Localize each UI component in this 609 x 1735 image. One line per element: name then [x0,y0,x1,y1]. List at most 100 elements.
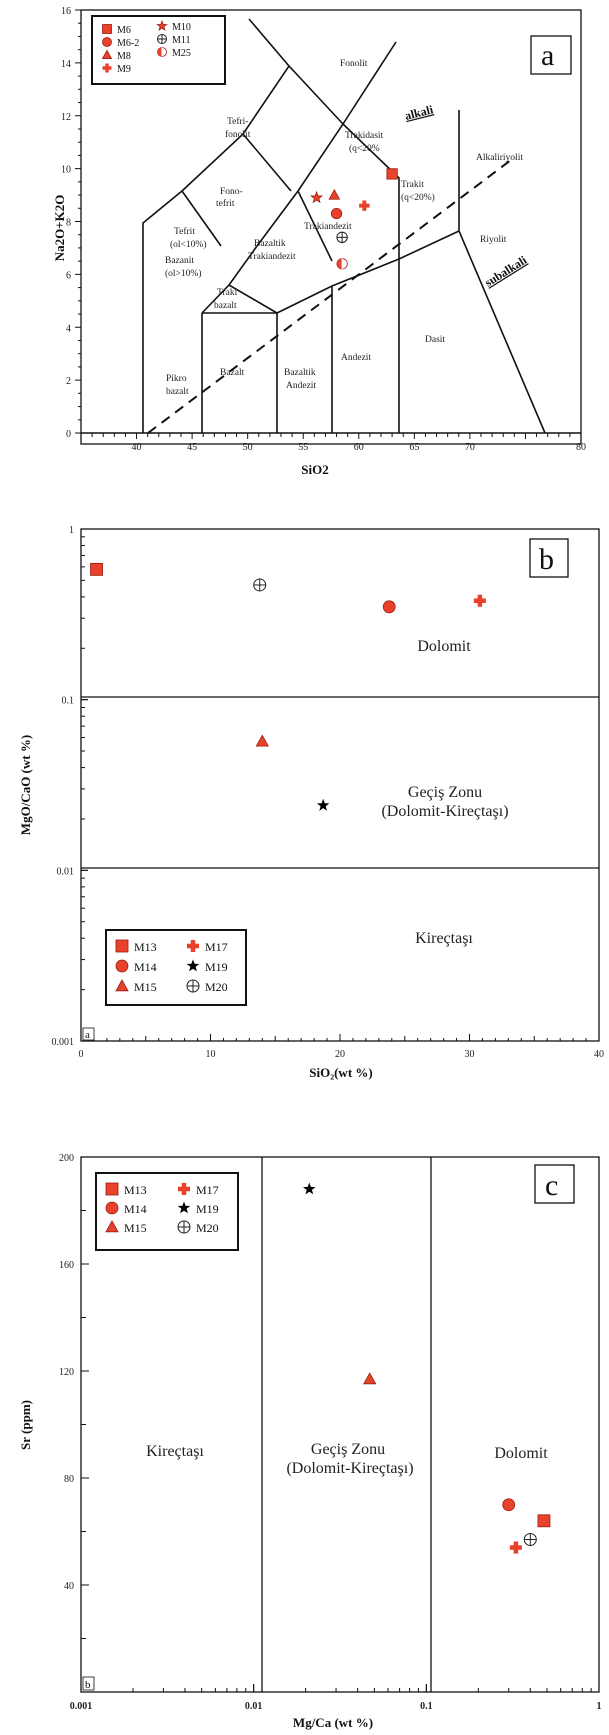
y-tick-label: 40 [64,1581,74,1592]
field-label: Fono- [220,187,243,197]
y-tick-label: 6 [66,270,71,281]
y-axis-label: Sr (ppm) [18,1400,33,1450]
field-label: Bazanit [165,256,194,266]
y-tick-label: 0.001 [52,1037,75,1048]
field-label: tefrit [216,198,235,209]
region-label-dolomit: Dolomit [494,1445,548,1462]
field-label: (ol<10%) [170,239,207,250]
legend-label: M10 [172,22,191,33]
field-label: (q<20%) [401,192,435,203]
data-point-m13 [90,562,103,576]
region-label-gecis: Geçiş Zonu [311,1441,385,1458]
region-label-dolomit: Dolomit [417,638,471,655]
field-label: Trakiandezit [248,252,296,262]
legend-marker [101,49,113,59]
field-label: Traki [217,288,238,298]
data-point-m20 [253,578,267,592]
x-axis-label: SiO2 [301,462,328,477]
field-label: Trakidasit [345,131,384,141]
data-point-m20 [523,1533,537,1547]
panel-letter-box [529,538,569,578]
x-tick-label: 30 [465,1049,475,1060]
legend-marker [115,979,129,992]
panel-a-ticks: 40 45 50 55 60 65 70 80 0 2 4 6 8 10 12 14 16 [61,6,586,453]
field-label: Dasit [425,335,445,345]
data-point-m11 [336,231,348,244]
alkali-label: alkali [403,102,435,123]
corner-label-box [82,1027,95,1041]
y-axis-label: Na2O+K2O [52,195,67,262]
field-label: Andezit [341,353,371,363]
legend: M6 M6-2 M8 M9 M10 M11 M25 [101,19,191,75]
y-tick-label: 120 [59,1367,74,1378]
legend-marker [102,24,112,34]
legend: M13 M14 M15 M17 M19 M20 [115,939,228,994]
subalkali-label: subalkali [482,253,530,290]
data-point-m6-2 [330,207,343,220]
x-tick-label: 45 [187,442,197,453]
panel-b: 0 10 20 30 40 1 0.1 0.01 0.001 Dolomit Geçiş Zon… [18,525,604,1080]
legend-marker [102,63,112,73]
data-point-m6 [386,168,398,180]
x-axis-label: SiO₂(wt %) [309,1065,372,1080]
field-label: Riyolit [480,235,507,245]
y-tick-label: 12 [61,112,71,123]
data-point-m13 [537,1514,551,1528]
x-tick-label: 60 [354,442,364,453]
legend-label: M8 [117,51,131,62]
y-tick-label: 10 [61,165,71,176]
field-label: (q<20% [349,143,380,154]
corner-label: a [85,1029,90,1041]
field-label: bazalt [214,301,237,311]
x-tick-label: 20 [335,1049,345,1060]
legend-label: M17 [196,1183,219,1197]
field-label: Alkaliriyolit [476,153,523,163]
legend-marker [187,940,199,952]
legend-label: M20 [205,980,228,994]
region-label-kirectasi: Kireçtaşı [415,930,473,947]
data-point-m9 [359,200,370,211]
x-tick-label: 55 [298,442,308,453]
legend-label: M6-2 [117,38,139,49]
tas-field-boundaries [142,18,546,434]
data-point-m19 [303,1182,316,1195]
field-label: Fonolit [340,59,368,69]
data-point-m17 [473,594,486,607]
legend-marker [157,34,167,44]
legend-label: M14 [124,1202,147,1216]
panel-b-points [90,562,486,811]
y-tick-label: 200 [59,1153,74,1164]
alkali-subalkali-divider [147,156,516,434]
panel-letter-box [534,1164,575,1204]
legend-label: M9 [117,64,131,75]
panel-letter: b [539,543,554,576]
legend-label: M11 [172,35,191,46]
y-tick-label: 16 [61,6,71,17]
data-point-m10 [309,190,324,204]
legend-label: M20 [196,1221,219,1235]
x-tick-label: 0.001 [70,1701,93,1712]
field-label: Tefri- [227,116,249,127]
x-axis-label: Mg/Ca (wt %) [293,1715,373,1730]
field-label: (ol>10%) [165,268,202,279]
y-tick-label: 1 [69,525,74,536]
panel-c-points [303,1182,551,1554]
y-axis-label: MgO/CaO (wt %) [18,735,33,835]
tas-boundary-8 [297,190,333,262]
legend-label: M6 [117,25,131,36]
x-tick-label: 80 [576,442,586,453]
legend-marker [157,47,167,57]
tas-boundary-9 [342,123,400,259]
panel-a-points [309,168,398,270]
x-tick-label: 0.01 [245,1701,263,1712]
legend-marker [102,37,112,47]
legend-box [95,1172,239,1251]
legend-marker [186,959,200,972]
tas-boundary-17 [458,110,546,434]
field-label: Bazaltik [284,368,316,378]
legend-marker [186,979,200,993]
data-point-m25 [336,258,348,270]
panel-c-ticks: 0.001 0.01 0.1 1 40 80 120 160 200 [59,1153,602,1712]
legend-box [105,929,247,1006]
